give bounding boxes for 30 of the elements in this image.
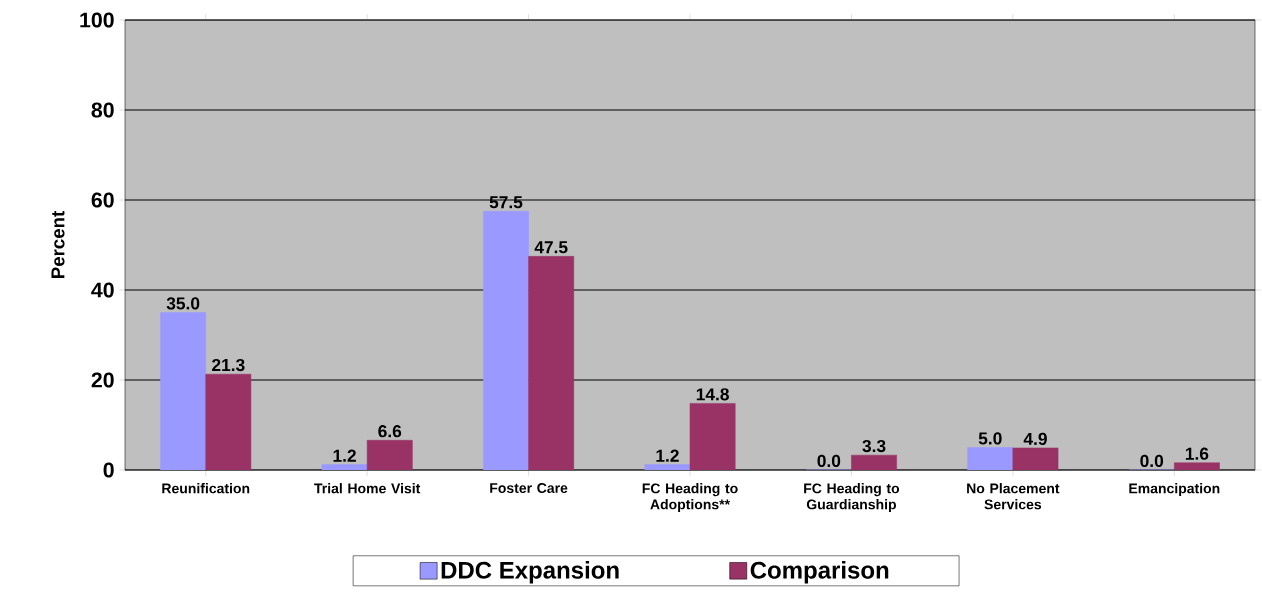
y-tick-label: 100 <box>80 12 114 28</box>
x-tick-label: FC Heading to Adoptions** <box>642 483 738 513</box>
legend-label: DDC Expansion <box>441 561 619 584</box>
x-tick-label: No Placement Services <box>967 483 1060 510</box>
y-tick-label: 20 <box>91 372 114 388</box>
data-label: 5.0 <box>978 432 1002 445</box>
data-label: 35.0 <box>166 297 200 310</box>
x-tick-label: FC Heading to Guardianship <box>804 483 900 513</box>
data-label: 1.2 <box>333 449 356 462</box>
y-tick-label: 80 <box>91 102 114 118</box>
data-label: 1.2 <box>656 449 679 462</box>
y-axis-title: Percent <box>51 211 65 278</box>
data-label: 21.3 <box>212 358 245 372</box>
data-label: 6.6 <box>378 425 402 438</box>
data-label: 0.0 <box>1140 454 1164 468</box>
y-tick-label: 40 <box>91 282 114 298</box>
data-label: 3.3 <box>862 439 886 453</box>
legend-label: Comparison <box>750 561 889 584</box>
data-label: 14.8 <box>696 388 729 401</box>
data-label: 1.6 <box>1185 447 1209 460</box>
y-tick-label: 0 <box>103 462 114 478</box>
data-label: 0.0 <box>817 454 841 468</box>
x-tick-label: Emancipation <box>1129 483 1220 497</box>
x-tick-label: Reunification <box>162 483 250 494</box>
y-tick-label: 60 <box>91 192 114 208</box>
data-label: 57.5 <box>489 196 523 209</box>
x-tick-label: Trial Home Visit <box>314 483 421 494</box>
data-label: 47.5 <box>534 241 568 254</box>
x-tick-label: Foster Care <box>490 483 568 493</box>
data-label: 4.9 <box>1023 432 1047 446</box>
